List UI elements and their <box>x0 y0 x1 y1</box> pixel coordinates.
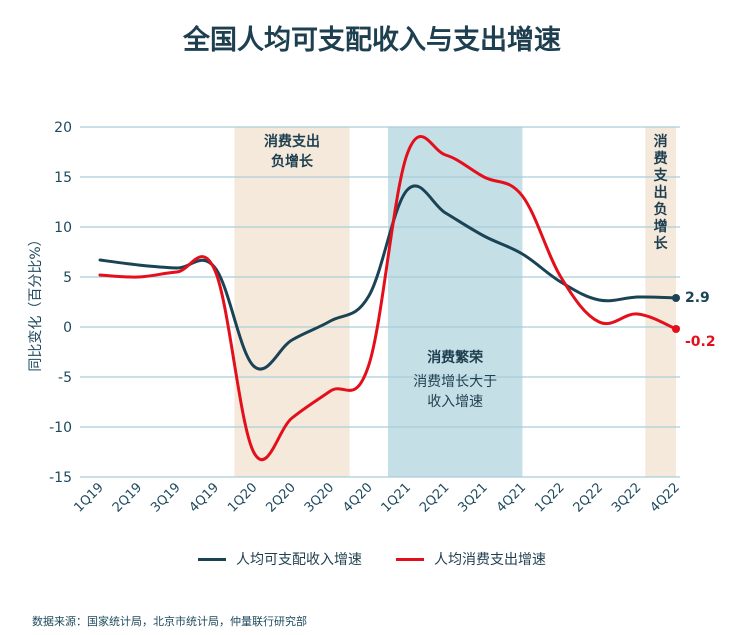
x-tick-label: 2Q22 <box>571 480 606 515</box>
y-tick-label: 20 <box>54 120 72 136</box>
legend-swatch-income <box>198 557 226 561</box>
series-line-0 <box>98 184 678 371</box>
x-tick-label: 1Q21 <box>379 480 414 515</box>
y-axis-ticks: 20 15 10 5 0 -5 -10 -15 <box>49 120 72 486</box>
x-tick-label: 2Q19 <box>110 480 145 515</box>
band-0 <box>234 127 350 477</box>
x-tick-label: 4Q20 <box>340 480 375 515</box>
legend-item-income: 人均可支配收入增速 <box>198 549 362 569</box>
series-line-1 <box>98 135 678 462</box>
band-label-boom: 消费繁荣 <box>427 349 484 366</box>
y-tick-label: 15 <box>54 170 72 186</box>
band-label-negative-spending-2022: 支 <box>653 167 669 184</box>
x-tick-label: 3Q22 <box>609 480 644 515</box>
x-tick-label: 1Q22 <box>532 480 567 515</box>
band-sublabel-boom: 收入增速 <box>427 394 483 410</box>
x-axis-ticks: 1Q19 2Q19 3Q19 4Q19 1Q20 2Q20 3Q20 4Q20 1Q21 2Q21… <box>71 480 682 515</box>
x-tick-label: 4Q21 <box>494 480 529 515</box>
y-tick-label: -15 <box>49 470 72 486</box>
band-2 <box>645 127 676 477</box>
band-label-negative-spending-2022: 负 <box>654 201 668 218</box>
band-label-negative-spending-2022: 出 <box>654 184 668 201</box>
series-end-point-0 <box>672 294 680 302</box>
grid-lines <box>80 126 680 478</box>
y-tick-label: 5 <box>63 270 72 286</box>
band-label-negative-spending: 负增长 <box>271 153 314 170</box>
legend: 人均可支配收入增速 人均消费支出增速 <box>0 549 744 569</box>
legend-item-spending: 人均消费支出增速 <box>396 549 546 569</box>
source-note: 数据来源：国家统计局，北京市统计局，仲量联行研究部 <box>32 615 307 628</box>
y-axis-label: 同比变化（百分比%） <box>28 232 44 371</box>
band-label-negative-spending-2022: 长 <box>654 235 669 252</box>
x-tick-label: 1Q19 <box>71 480 106 515</box>
highlight-bands <box>234 127 676 477</box>
x-tick-label: 1Q20 <box>225 480 260 515</box>
series-end-label-0: 2.9 <box>685 290 710 306</box>
chart-title: 全国人均可支配收入与支出增速 <box>183 25 561 56</box>
band-label-negative-spending-2022: 消 <box>654 133 668 150</box>
band-label-negative-spending-2022: 增 <box>654 218 668 235</box>
band-sublabel-boom: 消费增长大于 <box>413 374 497 390</box>
legend-swatch-spending <box>396 557 424 561</box>
x-tick-label: 2Q20 <box>263 480 298 515</box>
band-label-negative-spending: 消费支出 <box>264 133 320 150</box>
x-tick-label: 2Q21 <box>417 480 452 515</box>
x-tick-label: 3Q20 <box>302 480 337 515</box>
band-1 <box>388 127 523 477</box>
legend-label-income: 人均可支配收入增速 <box>236 552 362 568</box>
y-tick-label: -5 <box>58 370 72 386</box>
x-tick-label: 3Q19 <box>148 480 183 515</box>
series-lines: 2.9 -0.2 <box>98 135 716 462</box>
y-tick-label: 0 <box>63 320 72 336</box>
band-label-negative-spending-2022: 费 <box>654 150 668 167</box>
series-end-point-1 <box>672 325 680 333</box>
x-tick-label: 3Q21 <box>455 480 490 515</box>
series-end-label-1: -0.2 <box>685 334 716 350</box>
y-tick-label: 10 <box>54 220 72 236</box>
y-tick-label: -10 <box>49 420 72 436</box>
legend-label-spending: 人均消费支出增速 <box>434 552 546 568</box>
x-tick-label: 4Q22 <box>647 480 682 515</box>
x-tick-label: 4Q19 <box>187 480 222 515</box>
